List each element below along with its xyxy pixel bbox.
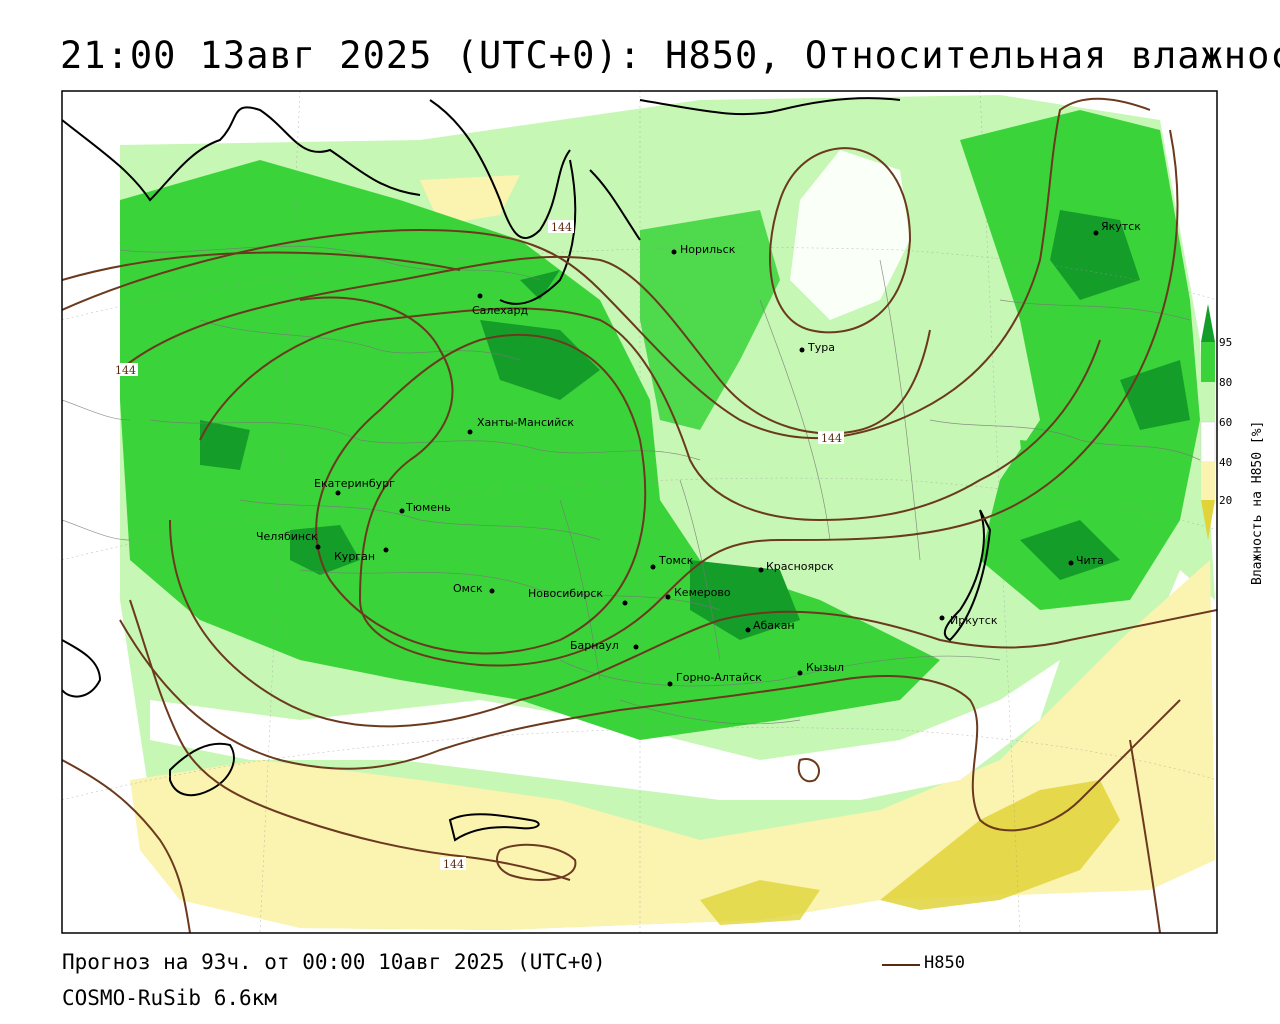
city-label: Барнаул	[570, 639, 619, 652]
city-dot	[315, 544, 321, 550]
city-label: Екатеринбург	[314, 477, 395, 490]
legend-label: H850	[924, 953, 965, 973]
city-dot	[939, 615, 945, 621]
city-dot	[1068, 560, 1074, 566]
colorbar: 95 80 60 40 20	[1200, 304, 1232, 540]
dry-area-gap	[150, 660, 1060, 800]
colorbar-40-60	[1200, 421, 1216, 463]
city-dot	[745, 627, 751, 633]
city-dot	[489, 588, 495, 594]
city-label: Салехард	[472, 304, 528, 317]
city-dot	[671, 249, 677, 255]
city-label: Тура	[807, 341, 835, 354]
dry-area-south	[130, 560, 1215, 930]
city-dot	[467, 429, 473, 435]
city-dot	[665, 594, 671, 600]
city-label: Норильск	[680, 243, 736, 256]
city-label: Челябинск	[256, 530, 318, 543]
model-name: COSMO-RuSib 6.6км	[62, 986, 277, 1010]
colorbar-top-arrow	[1201, 304, 1215, 342]
contour-label: 144	[443, 858, 464, 871]
humidity-field	[62, 91, 1217, 933]
city-dot	[383, 547, 389, 553]
contour-labels: 144 144 144 144	[112, 220, 844, 871]
city-dot	[477, 293, 483, 299]
city-label: Томск	[658, 554, 694, 567]
city-dot	[758, 567, 764, 573]
colorbar-60-80	[1201, 382, 1215, 422]
colorbar-80-95	[1201, 342, 1215, 382]
city-dot	[633, 644, 639, 650]
city-label: Кемерово	[674, 586, 731, 599]
city-label: Новосибирск	[528, 587, 603, 600]
saturated-patch	[480, 320, 600, 400]
city-label: Тюмень	[405, 501, 451, 514]
cities: Норильск Якутск Салехард Тура Ханты-Манс…	[256, 220, 1141, 687]
city-dot	[799, 347, 805, 353]
city-dot	[622, 600, 628, 606]
map-frame	[61, 90, 1218, 934]
city-label: Абакан	[753, 619, 795, 632]
city-dot	[797, 670, 803, 676]
colorbar-bottom-arrow	[1201, 500, 1215, 540]
colorbar-title: Влажность на H850 [%]	[1250, 420, 1265, 585]
very-dry-patch	[880, 780, 1120, 910]
colorbar-tick: 80	[1219, 376, 1232, 389]
city-label: Чита	[1076, 554, 1104, 567]
forecast-info: Прогноз на 93ч. от 00:00 10авг 2025 (UTC…	[62, 950, 606, 974]
legend-line-sample	[882, 964, 920, 966]
city-dot	[335, 490, 341, 496]
city-label: Кызыл	[806, 661, 844, 674]
city-dot	[667, 681, 673, 687]
city-label: Якутск	[1101, 220, 1141, 233]
colorbar-tick: 40	[1219, 456, 1232, 469]
colorbar-tick: 20	[1219, 494, 1232, 507]
coastline	[62, 97, 992, 842]
city-label: Курган	[334, 550, 375, 563]
city-label: Горно-Алтайск	[676, 671, 762, 684]
city-label: Красноярск	[766, 560, 834, 573]
colorbar-20-40	[1201, 462, 1215, 500]
colorbar-tick: 60	[1219, 416, 1232, 429]
h850-contours	[62, 97, 1217, 933]
city-dot	[650, 564, 656, 570]
contour-label: 144	[115, 364, 136, 377]
contour-label: 144	[821, 432, 842, 445]
city-label: Ханты-Мансийск	[477, 416, 574, 429]
moist-area-east	[960, 110, 1200, 610]
contour-label: 144	[551, 221, 572, 234]
city-dot	[399, 508, 405, 514]
colorbar-tick: 95	[1219, 336, 1232, 349]
city-label: Иркутск	[950, 614, 998, 627]
map-title: 21:00 13авг 2025 (UTC+0): H850, Относите…	[60, 34, 1280, 77]
city-label: Омск	[453, 582, 483, 595]
city-dot	[1093, 230, 1099, 236]
